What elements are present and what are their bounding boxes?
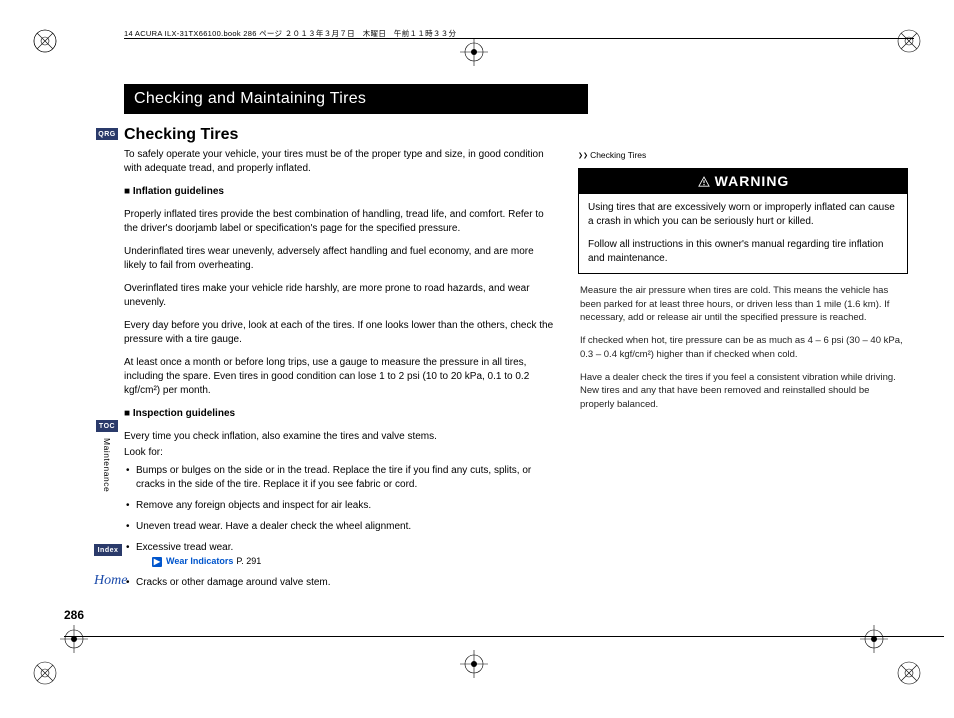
main-column: To safely operate your vehicle, your tir… [124,148,554,597]
warning-body: Using tires that are excessively worn or… [579,194,907,273]
link-arrow-icon: ▶ [152,557,162,567]
inspection-intro1: Every time you check inflation, also exa… [124,430,554,444]
warning-p1: Using tires that are excessively worn or… [588,201,898,229]
warning-icon [697,175,711,189]
warning-label: WARNING [715,172,790,192]
inspection-heading: Inspection guidelines [124,407,554,421]
header-rule [124,38,914,39]
index-badge[interactable]: Index [94,544,122,556]
reg-mark-1 [60,625,88,653]
crop-rosette-br [896,660,922,686]
side-column: Checking Tires WARNING Using tires that … [578,150,908,421]
inflation-heading: Inflation guidelines [124,185,554,199]
side-reference: Checking Tires [578,150,908,162]
warning-p2: Follow all instructions in this owner's … [588,238,898,266]
reg-mark-2 [460,650,488,678]
side-note2: If checked when hot, tire pressure can b… [578,334,908,361]
inspection-intro2: Look for: [124,446,554,460]
reg-mark-3 [860,625,888,653]
wear-indicators-link[interactable]: ▶ Wear Indicators P. 291 [152,555,261,568]
wear-link-page: P. 291 [236,555,261,568]
chapter-title-bar: Checking and Maintaining Tires [124,84,588,114]
side-note1: Measure the air pressure when tires are … [578,284,908,324]
inspection-li4: Excessive tread wear. ▶ Wear Indicators … [124,541,554,569]
inflation-p2: Underinflated tires wear unevenly, adver… [124,245,554,273]
reg-mark-4 [460,38,488,66]
home-link[interactable]: Home [94,573,127,589]
inflation-p4: Every day before you drive, look at each… [124,319,554,347]
qrg-badge[interactable]: QRG [96,128,118,140]
footer-rule [64,636,944,637]
crop-rosette-bl [32,660,58,686]
inspection-li3: Uneven tread wear. Have a dealer check t… [124,520,554,534]
inspection-li4-text: Excessive tread wear. [136,542,233,553]
inspection-li5: Cracks or other damage around valve stem… [124,576,554,590]
inflation-p3: Overinflated tires make your vehicle rid… [124,282,554,310]
crop-rosette-tl [32,28,58,54]
crop-rosette-tr [896,28,922,54]
maintenance-label: Maintenance [102,438,112,492]
warning-title: WARNING [579,169,907,195]
inspection-li2: Remove any foreign objects and inspect f… [124,499,554,513]
section-title: Checking Tires [124,126,238,144]
wear-link-text: Wear Indicators [166,555,233,568]
inspection-li1: Bumps or bulges on the side or in the tr… [124,464,554,492]
inspection-list: Bumps or bulges on the side or in the tr… [124,464,554,590]
intro-text: To safely operate your vehicle, your tir… [124,148,554,176]
side-note3: Have a dealer check the tires if you fee… [578,371,908,411]
warning-box: WARNING Using tires that are excessively… [578,168,908,275]
page-number: 286 [64,608,84,622]
page-frame: 14 ACURA ILX-31TX66100.book 286 ページ ２０１３… [32,28,922,690]
inflation-p1: Properly inflated tires provide the best… [124,208,554,236]
toc-badge[interactable]: TOC [96,420,118,432]
inflation-p5: At least once a month or before long tri… [124,356,554,398]
